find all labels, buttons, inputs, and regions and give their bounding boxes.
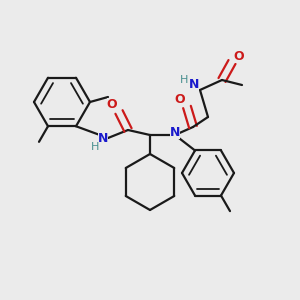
Text: H: H — [180, 75, 188, 85]
Text: N: N — [98, 133, 108, 146]
Text: N: N — [189, 79, 199, 92]
Text: O: O — [107, 98, 117, 110]
Text: O: O — [175, 92, 185, 106]
Text: O: O — [234, 50, 244, 62]
Text: H: H — [91, 142, 99, 152]
Text: N: N — [170, 125, 180, 139]
